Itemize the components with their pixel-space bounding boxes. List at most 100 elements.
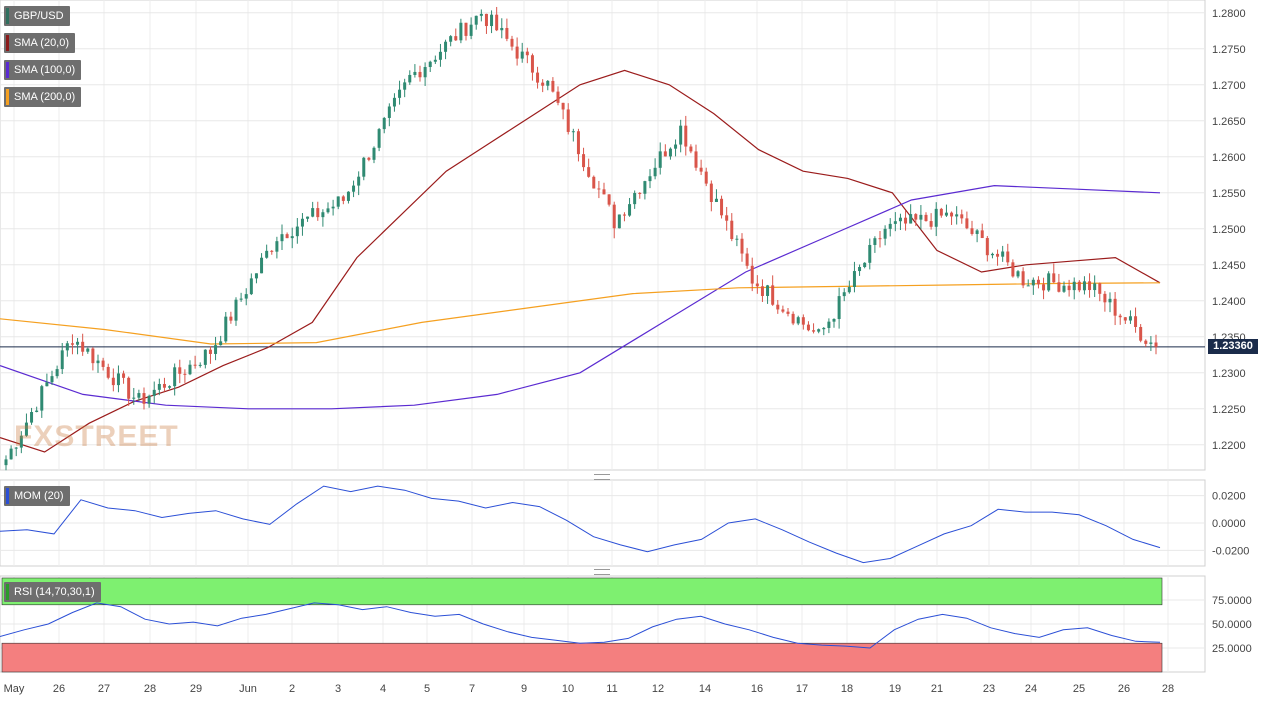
legend-swatch-rsi	[6, 584, 9, 600]
candle-body	[76, 341, 80, 345]
legend-swatch-sma20	[6, 35, 9, 51]
candle-body	[602, 189, 606, 195]
candle-body	[950, 212, 954, 217]
candle-body	[454, 36, 458, 41]
candle-body	[622, 214, 626, 216]
candle-body	[321, 212, 325, 218]
candle-body	[725, 215, 729, 221]
x-tick-label: 3	[335, 683, 341, 695]
candle-body	[1154, 342, 1158, 347]
candle-body	[260, 257, 264, 274]
candle-body	[990, 253, 994, 256]
x-tick-label: 2	[289, 683, 295, 695]
candle-body	[904, 217, 908, 224]
candle-body	[699, 167, 703, 172]
candle-body	[1021, 271, 1025, 286]
rsi-y-tick-label: 25.0000	[1212, 643, 1252, 655]
candle-body	[1057, 282, 1061, 292]
legend-rsi[interactable]: RSI (14,70,30,1)	[4, 582, 101, 602]
candle-body	[965, 218, 969, 229]
legend-sma200[interactable]: SMA (200,0)	[4, 87, 82, 107]
legend-label-rsi: RSI (14,70,30,1)	[14, 586, 95, 598]
candle-body	[341, 196, 345, 201]
x-tick-label: Jun	[239, 683, 257, 695]
candle-body	[336, 196, 340, 207]
candle-body	[377, 129, 381, 148]
legend-swatch-gbpusd	[6, 8, 9, 24]
candle-body	[1113, 298, 1117, 316]
candle-body	[888, 223, 892, 229]
candle-body	[1082, 281, 1086, 291]
candle-body	[786, 311, 790, 314]
x-tick-label: 7	[469, 683, 475, 695]
legend-sma100[interactable]: SMA (100,0)	[4, 60, 82, 80]
candle-body	[827, 321, 831, 328]
x-tick-label: 14	[699, 683, 711, 695]
candle-body	[510, 38, 514, 47]
candle-body	[500, 27, 504, 31]
main-y-tick-label: 1.2300	[1212, 368, 1246, 380]
candle-body	[1103, 293, 1107, 303]
candle-body	[796, 317, 800, 324]
legend-mom[interactable]: MOM (20)	[4, 486, 70, 506]
rsi-line	[0, 602, 1161, 649]
candle-body	[909, 214, 913, 224]
candle-body	[714, 198, 718, 203]
candle-body	[438, 51, 442, 60]
main-y-tick-label: 1.2750	[1212, 44, 1246, 56]
candle-body	[1042, 284, 1046, 291]
legend-gbpusd[interactable]: GBP/USD	[4, 6, 70, 26]
candle-body	[1128, 316, 1132, 321]
candle-body	[464, 22, 468, 36]
candle-body	[781, 309, 785, 312]
candle-body	[1047, 273, 1051, 291]
candle-body	[219, 341, 223, 346]
pane-splitter-handle-2[interactable]	[594, 569, 610, 575]
candle-body	[653, 167, 657, 177]
candle-body	[449, 36, 453, 42]
candle-body	[970, 228, 974, 234]
x-tick-label: 26	[1118, 683, 1130, 695]
candle-body	[290, 236, 294, 239]
fxstreet-watermark: FXSTREET	[14, 420, 179, 453]
candle-body	[1118, 315, 1122, 318]
x-tick-label: 27	[98, 683, 110, 695]
legend-label-sma100: SMA (100,0)	[14, 64, 76, 76]
candle-body	[198, 364, 202, 366]
candle-body	[858, 267, 862, 272]
candle-body	[576, 131, 580, 155]
candle-body	[1036, 279, 1040, 285]
candle-body	[30, 412, 34, 423]
candle-body	[239, 298, 243, 300]
candle-body	[638, 193, 642, 195]
candle-body	[157, 383, 161, 390]
candle-body	[178, 367, 182, 374]
x-tick-label: 9	[521, 683, 527, 695]
legend-swatch-sma100	[6, 62, 9, 78]
candle-body	[1077, 281, 1081, 291]
mom-y-tick-label: 0.0000	[1212, 518, 1246, 530]
candle-body	[183, 373, 187, 375]
candle-body	[934, 208, 938, 227]
candle-body	[91, 348, 95, 364]
pane-splitter-handle-1[interactable]	[594, 474, 610, 480]
candle-body	[1067, 285, 1071, 291]
candle-body	[229, 316, 233, 321]
candle-body	[898, 217, 902, 222]
candle-body	[1011, 262, 1015, 277]
candle-body	[490, 14, 494, 27]
candle-body	[822, 327, 826, 330]
candle-body	[484, 13, 488, 27]
legend-sma20[interactable]: SMA (20,0)	[4, 33, 76, 53]
candle-body	[495, 14, 499, 31]
x-tick-label: 10	[562, 683, 574, 695]
candle-body	[1006, 251, 1010, 263]
candle-body	[132, 397, 136, 399]
candle-body	[791, 313, 795, 324]
candle-body	[249, 278, 253, 295]
candle-body	[418, 71, 422, 78]
candle-body	[1072, 281, 1076, 291]
candle-body	[985, 238, 989, 256]
candle-body	[771, 285, 775, 305]
